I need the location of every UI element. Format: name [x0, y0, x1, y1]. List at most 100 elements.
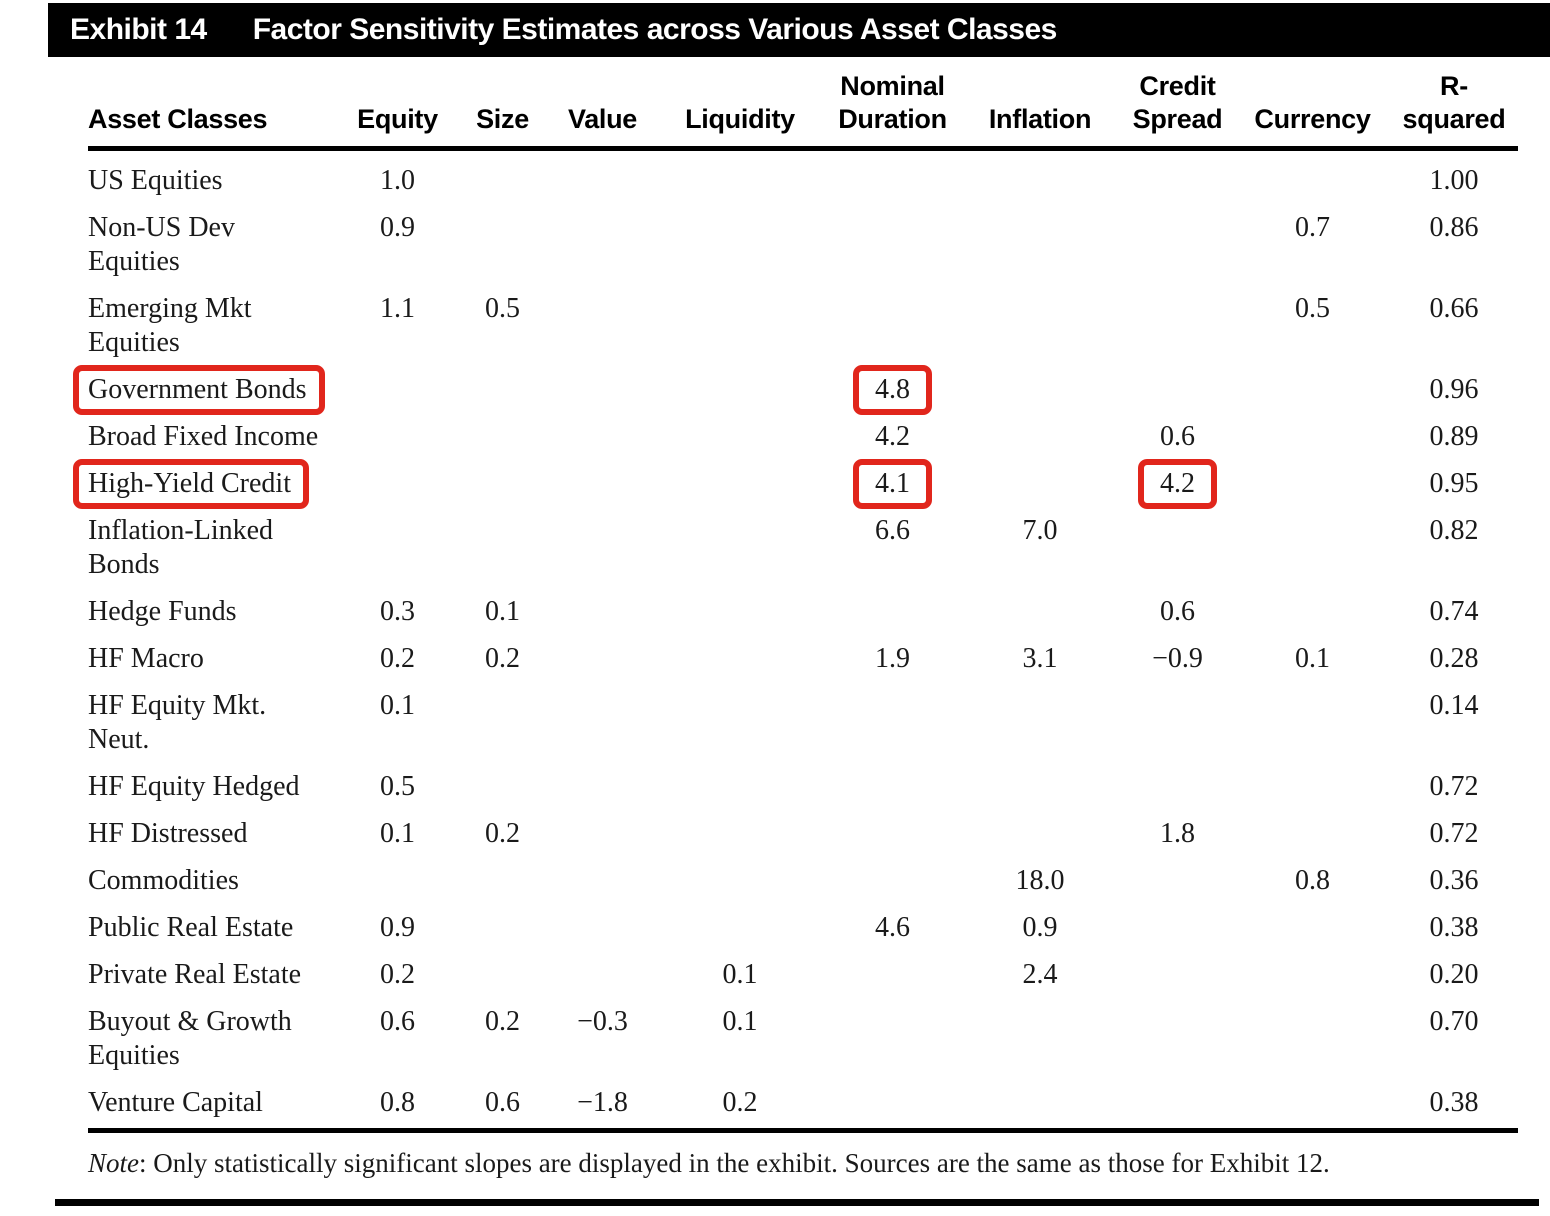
- cell-currency: [1235, 770, 1390, 804]
- column-header-nominal-duration: Nominal Duration: [838, 71, 947, 134]
- cell-size: [455, 689, 550, 757]
- table-note: Note: Only statistically significant slo…: [88, 1148, 1488, 1179]
- cell-nominal-duration: [825, 292, 960, 360]
- cell-nominal-duration: 1.9: [875, 643, 910, 674]
- cell-r-squared: 0.14: [1429, 690, 1479, 721]
- cell-r-squared: 0.70: [1429, 1006, 1479, 1037]
- cell-nominal-duration: [825, 211, 960, 279]
- cell-r-squared: 0.72: [1429, 771, 1479, 802]
- table-row: Hedge Funds 0.3 0.1 0.6 0.74: [88, 582, 1518, 629]
- cell-liquidity: 0.1: [722, 1006, 758, 1037]
- table-row: Private Real Estate 0.2 0.1 2.4 0.20: [88, 945, 1518, 992]
- column-header-credit-spread: Credit Spread: [1132, 71, 1223, 134]
- column-header-equity: Equity: [357, 104, 438, 134]
- cell-liquidity: 0.1: [722, 959, 758, 990]
- cell-inflation: [960, 292, 1120, 360]
- cell-inflation: [960, 467, 1120, 501]
- cell-r-squared: 1.00: [1429, 165, 1479, 196]
- cell-r-squared: 0.96: [1429, 374, 1479, 405]
- cell-credit-spread: [1120, 373, 1235, 407]
- cell-liquidity: [655, 864, 825, 898]
- cell-equity: 1.0: [380, 165, 415, 196]
- cell-value: [550, 211, 655, 279]
- cell-size: [455, 420, 550, 454]
- cell-value: −0.3: [577, 1006, 628, 1037]
- cell-nominal-duration: [825, 864, 960, 898]
- cell-r-squared: 0.36: [1429, 865, 1479, 896]
- cell-value: [550, 864, 655, 898]
- cell-value: [550, 420, 655, 454]
- asset-class-label: Inflation-Linked Bonds: [88, 515, 274, 580]
- cell-inflation: 18.0: [1015, 865, 1065, 896]
- cell-nominal-duration: 4.2: [875, 421, 910, 452]
- cell-size: 0.2: [485, 1006, 520, 1037]
- cell-credit-spread: [1120, 1086, 1235, 1120]
- column-header-liquidity: Liquidity: [685, 104, 795, 134]
- table-header: Asset Classes Equity Size Value Liquidity Nom…: [88, 70, 1518, 151]
- cell-size: [455, 864, 550, 898]
- cell-currency: 0.7: [1295, 212, 1330, 243]
- cell-credit-spread: [1120, 958, 1235, 992]
- table-row: Non-US Dev Equities 0.9 0.7 0.86: [88, 198, 1518, 279]
- cell-liquidity: [655, 595, 825, 629]
- highlight-box: Government Bonds: [73, 365, 325, 415]
- cell-nominal-duration: 4.8: [825, 365, 960, 415]
- cell-inflation: [960, 164, 1120, 198]
- cell-size: [455, 467, 550, 501]
- cell-liquidity: [655, 164, 825, 198]
- cell-equity: [340, 467, 455, 501]
- cell-inflation: 7.0: [1022, 515, 1058, 546]
- cell-equity: 0.1: [380, 818, 415, 849]
- cell-currency: [1235, 467, 1390, 501]
- cell-inflation: [960, 1005, 1120, 1073]
- cell-size: [455, 770, 550, 804]
- cell-liquidity: 0.2: [722, 1087, 758, 1118]
- cell-size: [455, 164, 550, 198]
- cell-value: [550, 642, 655, 676]
- table-body: US Equities 1.0 1.00 Non-US Dev Equities 0.9 0…: [73, 151, 1518, 1133]
- cell-credit-spread: [1120, 864, 1235, 898]
- cell-value: [550, 292, 655, 360]
- cell-r-squared: 0.72: [1429, 818, 1479, 849]
- cell-nominal-duration: [825, 1086, 960, 1120]
- cell-credit-spread: −0.9: [1152, 643, 1203, 674]
- table-row: Inflation-Linked Bonds 6.6 7.0 0.82: [88, 501, 1518, 582]
- cell-r-squared: 0.66: [1429, 293, 1479, 324]
- asset-class-label: Hedge Funds: [88, 596, 237, 627]
- asset-class-label: High-Yield Credit: [73, 459, 340, 509]
- table-row: High-Yield Credit 4.1 4.2 0.95: [73, 454, 1518, 509]
- table-row: HF Distressed 0.1 0.2 1.8 0.72: [88, 804, 1518, 851]
- cell-size: 0.2: [485, 643, 520, 674]
- cell-size: [455, 211, 550, 279]
- asset-class-label: HF Distressed: [88, 818, 248, 849]
- asset-class-label: Private Real Estate: [88, 959, 302, 990]
- cell-size: 0.1: [485, 596, 520, 627]
- cell-currency: [1235, 164, 1390, 198]
- cell-nominal-duration: 4.1: [825, 459, 960, 509]
- cell-credit-spread: [1120, 292, 1235, 360]
- cell-liquidity: [655, 211, 825, 279]
- cell-currency: [1235, 958, 1390, 992]
- asset-class-label: Government Bonds: [73, 365, 340, 415]
- column-header-asset-classes: Asset Classes: [88, 104, 268, 134]
- cell-inflation: 0.9: [1022, 912, 1058, 943]
- cell-credit-spread: 4.2: [1120, 459, 1235, 509]
- cell-value: [550, 958, 655, 992]
- cell-size: [455, 514, 550, 582]
- cell-credit-spread: [1120, 770, 1235, 804]
- cell-size: [455, 911, 550, 945]
- asset-class-label: US Equities: [88, 165, 223, 196]
- asset-class-label: HF Macro: [88, 643, 204, 674]
- cell-r-squared: 0.38: [1429, 1087, 1479, 1118]
- asset-class-label: HF Equity Mkt. Neut.: [88, 690, 267, 755]
- cell-currency: [1235, 1005, 1390, 1073]
- cell-size: [455, 958, 550, 992]
- cell-equity: 0.1: [380, 690, 415, 721]
- asset-class-label: Non-US Dev Equities: [88, 212, 235, 277]
- cell-size: [455, 373, 550, 407]
- cell-credit-spread: [1120, 211, 1235, 279]
- highlight-box: 4.8: [853, 365, 932, 415]
- table-row: Buyout & Growth Equities 0.6 0.2 −0.3 0.1 0.70: [88, 992, 1518, 1073]
- table-header-row: Asset Classes Equity Size Value Liquidity Nom…: [88, 70, 1518, 151]
- factor-sensitivity-table: Asset Classes Equity Size Value Liquidity Nom…: [73, 70, 1518, 1133]
